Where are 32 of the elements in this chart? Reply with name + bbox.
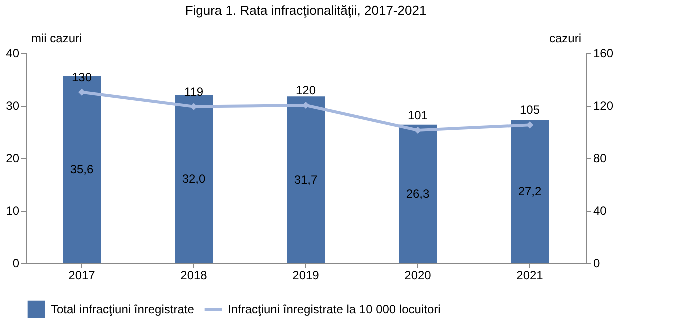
data-label: 31,7 xyxy=(294,172,318,187)
y2-tick-label: 0 xyxy=(594,256,600,270)
y2-tick-label: 160 xyxy=(594,46,614,60)
y-tick-label: 30 xyxy=(6,99,20,113)
legend-label: Total infracţiuni înregistrate xyxy=(51,302,195,316)
x-tick-label: 2021 xyxy=(516,268,544,282)
y-tick-label: 40 xyxy=(6,46,20,60)
y-tick-label: 0 xyxy=(12,256,20,270)
x-tick-label: 2018 xyxy=(180,268,208,282)
y-tick-label: 10 xyxy=(6,204,20,218)
bar xyxy=(511,120,549,263)
data-label: 101 xyxy=(408,108,428,122)
y2-tick-label: 80 xyxy=(594,152,608,166)
bar xyxy=(287,96,325,263)
data-label: 27,2 xyxy=(518,184,542,199)
data-label: 105 xyxy=(520,103,540,118)
y2-tick-label: 40 xyxy=(594,204,608,218)
data-label: 120 xyxy=(296,84,316,98)
x-tick-label: 2020 xyxy=(404,268,432,282)
y2-axis-title: cazuri xyxy=(549,32,582,46)
y-tick-label: 20 xyxy=(6,152,20,166)
x-tick-label: 2017 xyxy=(68,268,96,282)
legend-label: Infracţiuni înregistrate la 10 000 locuitori xyxy=(228,302,441,316)
data-label: 26,3 xyxy=(406,186,430,201)
y2-tick-label: 120 xyxy=(594,99,614,113)
bar xyxy=(399,124,437,263)
data-label: 35,6 xyxy=(70,162,94,177)
data-label: 32,0 xyxy=(182,172,206,186)
bar xyxy=(175,95,213,263)
y-axis-title: mii cazuri xyxy=(32,32,82,46)
chart-title: Figura 1. Rata infracţionalităţii, 2017-2021 xyxy=(185,3,427,18)
x-tick-label: 2019 xyxy=(292,268,320,282)
